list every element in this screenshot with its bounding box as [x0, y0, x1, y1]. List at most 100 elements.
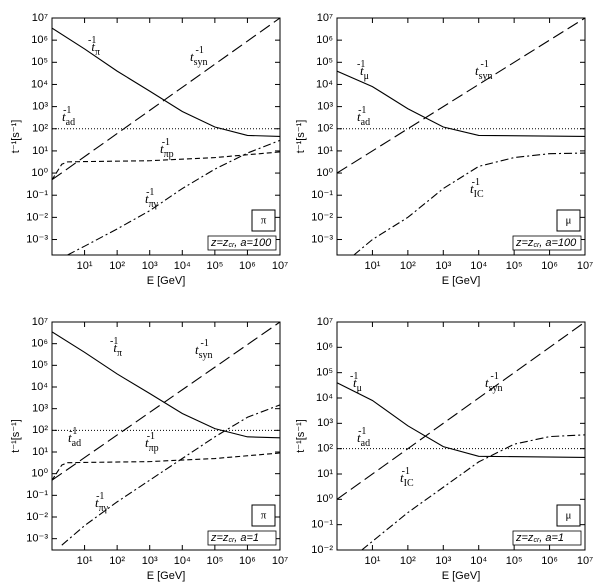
- label-sub: π: [117, 348, 122, 359]
- label-sup: -1: [358, 426, 366, 437]
- label-sub: ad: [361, 438, 370, 449]
- particle-label: μ: [566, 215, 572, 227]
- note-box: [512, 530, 582, 546]
- label-sub: πp: [149, 443, 159, 454]
- label-sub: ad: [72, 438, 81, 449]
- label-sup: -1: [472, 177, 480, 188]
- label-base: t: [62, 109, 66, 124]
- x-tick-label: 10⁴: [174, 260, 191, 272]
- y-tick-label: 10¹: [32, 145, 48, 157]
- x-tick-label: 10¹: [364, 555, 380, 567]
- note: z=zcr, a=100: [210, 237, 272, 249]
- x-tick-label: 10⁵: [206, 555, 223, 567]
- curve-label: tsyn-1: [485, 371, 503, 394]
- note-part: cr: [533, 242, 540, 249]
- particle-label: π: [261, 215, 267, 227]
- y-tick-label: 10³: [317, 417, 333, 429]
- note-part: cr: [533, 537, 540, 544]
- y-tick-label: 10⁰: [316, 493, 333, 505]
- y-tick-label: 10⁻²: [311, 544, 333, 556]
- label-sub: syn: [489, 383, 503, 394]
- label-sub: syn: [199, 350, 213, 361]
- label-sub: μ: [364, 71, 369, 82]
- note-part: z=z: [515, 532, 534, 544]
- curve-label: tIC-1: [400, 466, 414, 489]
- label-sup: -1: [69, 426, 77, 437]
- x-tick-label: 10⁷: [272, 555, 288, 567]
- y-tick-label: 10⁴: [31, 381, 48, 393]
- note: z=zcr, a=100: [515, 237, 577, 249]
- curve: [52, 322, 280, 481]
- y-tick-label: 10⁰: [316, 167, 333, 179]
- x-tick-label: 10⁷: [272, 260, 288, 272]
- curve: [52, 27, 280, 137]
- x-axis-label: E [GeV]: [147, 570, 186, 582]
- x-tick-label: 10⁵: [506, 555, 523, 567]
- label-sub: syn: [194, 57, 208, 68]
- y-tick-label: 10⁷: [317, 316, 333, 328]
- label-sub: πγ: [149, 199, 159, 210]
- curve: [337, 70, 585, 137]
- y-axis-label: t⁻¹[s⁻¹]: [295, 419, 307, 453]
- label-sup: -1: [146, 187, 154, 198]
- note-part: z=z: [515, 237, 534, 249]
- label-base: t: [357, 109, 361, 124]
- curve: [337, 18, 585, 174]
- x-tick-label: 10⁴: [174, 555, 191, 567]
- label-base: t: [95, 495, 99, 510]
- x-tick-label: 10⁴: [470, 260, 487, 272]
- x-tick-label: 10¹: [77, 260, 93, 272]
- y-tick-label: 10⁻³: [311, 233, 333, 245]
- label-sup: -1: [147, 431, 155, 442]
- curve-label: tπγ-1: [145, 187, 159, 210]
- plot-frame: [336, 321, 586, 551]
- y-tick-label: 10⁶: [31, 34, 48, 46]
- curve-label: tsyn-1: [195, 338, 213, 361]
- curve-label: tad-1: [357, 105, 370, 128]
- x-axis-label: E [GeV]: [147, 275, 186, 287]
- label-sup: -1: [357, 59, 365, 70]
- label-base: t: [145, 435, 149, 450]
- y-tick-label: 10⁵: [316, 56, 333, 68]
- y-tick-label: 10⁵: [31, 359, 48, 371]
- y-tick-label: 10³: [317, 101, 333, 113]
- label-sup: -1: [110, 336, 118, 347]
- label-sup: -1: [481, 59, 489, 70]
- y-tick-label: 10²: [317, 123, 333, 135]
- curve: [337, 382, 585, 458]
- x-tick-label: 10¹: [77, 555, 93, 567]
- y-tick-label: 10⁰: [31, 468, 48, 480]
- x-tick-label: 10⁶: [541, 260, 558, 272]
- curve: [52, 151, 280, 181]
- curve: [61, 404, 280, 546]
- x-tick-label: 10⁵: [206, 260, 223, 272]
- y-tick-label: 10⁵: [316, 367, 333, 379]
- y-tick-label: 10⁻³: [26, 233, 48, 245]
- x-tick-label: 10³: [142, 555, 158, 567]
- label-sub: syn: [479, 71, 493, 82]
- label-sub: πp: [164, 149, 174, 160]
- y-tick-label: 10²: [32, 123, 48, 135]
- x-tick-label: 10⁵: [506, 260, 523, 272]
- y-tick-label: 10¹: [32, 446, 48, 458]
- curve: [337, 322, 585, 500]
- y-axis-label: t⁻¹[s⁻¹]: [295, 120, 307, 154]
- panel: 10¹ 10² 10³ 10⁴ 10⁵ 10⁶ 10⁷ 10⁻³ 10⁻² 10⁻¹ 10⁰ 10¹ 1…: [10, 12, 288, 287]
- curve: [52, 452, 280, 481]
- plot-frame: [51, 321, 281, 551]
- curve-label: tad-1: [357, 426, 370, 449]
- y-tick-label: 10⁵: [31, 56, 48, 68]
- x-tick-label: 10³: [142, 260, 158, 272]
- note-part: , a=100: [234, 237, 272, 249]
- label-sup: -1: [196, 45, 204, 56]
- x-tick-label: 10⁷: [577, 555, 593, 567]
- note-box: [207, 235, 277, 251]
- y-tick-label: 10²: [317, 443, 333, 455]
- y-tick-label: 10⁷: [32, 316, 48, 328]
- plot-frame: [336, 17, 586, 256]
- x-tick-label: 10⁶: [239, 555, 256, 567]
- label-sub: πγ: [99, 503, 109, 514]
- y-tick-label: 10⁻¹: [26, 489, 48, 501]
- x-tick-label: 10²: [400, 260, 416, 272]
